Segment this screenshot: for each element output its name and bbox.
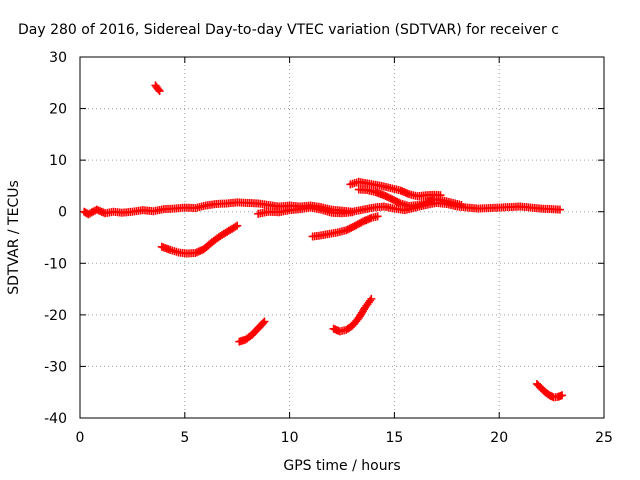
data-point — [259, 318, 268, 327]
grid — [80, 57, 604, 418]
x-tick-label: 25 — [595, 430, 613, 446]
data-point — [558, 391, 567, 400]
y-tick-label: -40 — [44, 411, 67, 427]
y-tick-label: 10 — [49, 153, 67, 169]
data-point — [155, 87, 164, 96]
y-tick-label: -10 — [44, 256, 67, 272]
data-point — [367, 294, 376, 303]
x-tick-label: 15 — [385, 430, 403, 446]
data-point — [260, 317, 269, 326]
y-axis-label: SDTVAR / TECUs — [6, 180, 22, 295]
data-point — [366, 296, 375, 305]
data-point — [373, 212, 382, 221]
data-point — [395, 198, 404, 207]
x-tick-label: 5 — [180, 430, 189, 446]
y-tick-label: 0 — [58, 205, 67, 221]
data-point — [231, 222, 240, 231]
data-point — [348, 208, 357, 217]
y-tick-label: -20 — [44, 308, 67, 324]
data-point — [233, 221, 242, 230]
data-points — [80, 81, 567, 402]
y-tick-label: 20 — [49, 102, 67, 118]
x-axis-label: GPS time / hours — [283, 458, 400, 474]
x-tick-label: 0 — [76, 430, 85, 446]
x-tick-label: 10 — [281, 430, 299, 446]
chart-title: Day 280 of 2016, Sidereal Day-to-day VTE… — [18, 22, 559, 38]
x-tick-label: 20 — [490, 430, 508, 446]
data-point — [457, 201, 466, 210]
plot-frame — [79, 56, 605, 419]
y-tick-label: 30 — [49, 50, 67, 66]
y-tick-label: -30 — [44, 359, 67, 375]
data-point — [555, 205, 564, 214]
data-point — [154, 85, 163, 94]
